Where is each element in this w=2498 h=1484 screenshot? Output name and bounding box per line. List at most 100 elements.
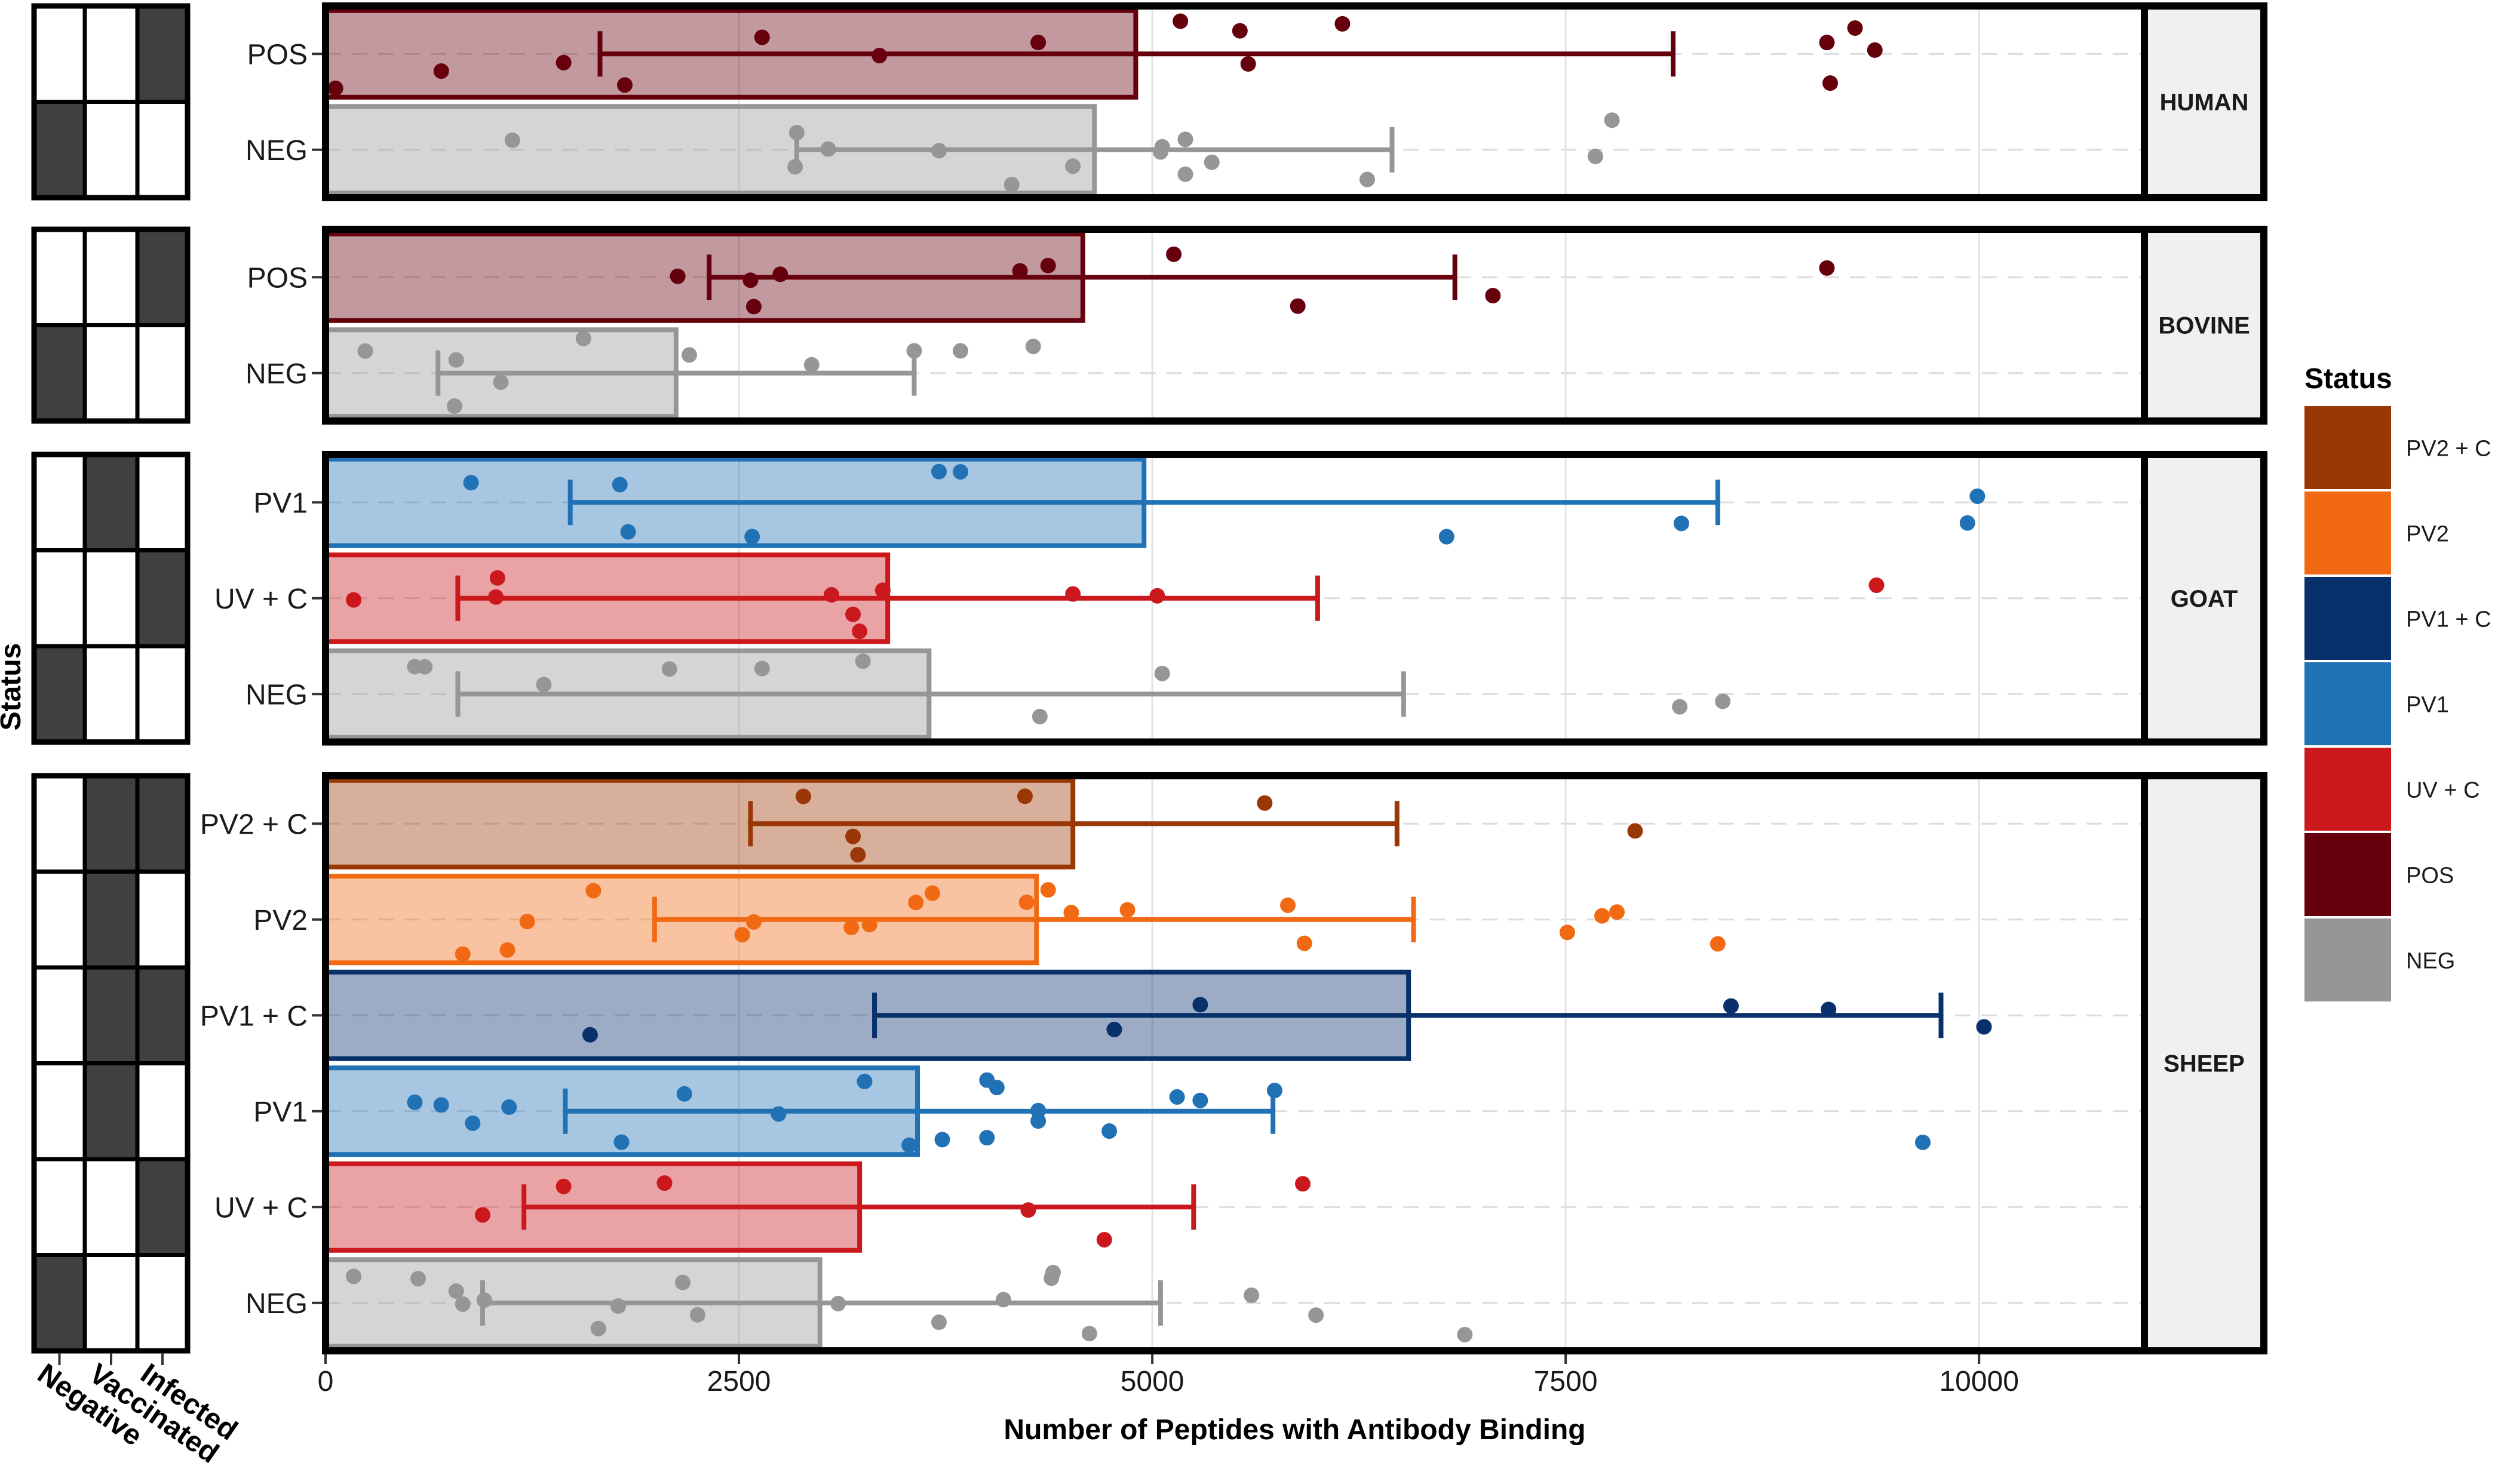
facet-label: GOAT	[2171, 586, 2238, 612]
data-point	[1819, 260, 1835, 276]
panel-bovine: POS NEG BOVINE	[245, 226, 2267, 425]
data-point	[1166, 246, 1182, 262]
matrix-cell	[32, 644, 87, 744]
data-point	[1976, 1019, 1992, 1035]
group-pos	[323, 8, 1883, 100]
data-point	[979, 1130, 995, 1146]
x-tick-label: 10000	[1939, 1366, 2018, 1397]
matrix-cell	[32, 4, 87, 104]
matrix-cell	[82, 548, 140, 649]
panel-goat: PV1 UV + C NEG GOAT	[214, 451, 2267, 746]
data-point	[744, 529, 760, 545]
matrix-cell	[82, 100, 140, 200]
matrix-cell	[82, 227, 140, 327]
matrix-cell	[135, 965, 190, 1065]
data-point	[1609, 904, 1625, 920]
y-tick-label: POS	[247, 262, 308, 294]
data-point	[952, 343, 968, 359]
group-neg	[323, 648, 1731, 740]
x-tick-label: 7500	[1534, 1366, 1598, 1397]
data-point	[1969, 488, 1985, 504]
data-point	[1025, 339, 1041, 355]
panel-sheep: PV2 + C PV2 PV1 + C PV1 UV + C NEG SHEEP	[200, 772, 2267, 1354]
panel-background	[326, 776, 2144, 1351]
data-point	[1101, 1123, 1118, 1139]
legend-label: UV + C	[2406, 778, 2480, 803]
data-point	[803, 357, 820, 373]
matrix-cell	[32, 100, 87, 200]
data-point	[845, 606, 861, 622]
data-point	[1359, 171, 1375, 188]
data-point	[1244, 1287, 1260, 1303]
data-point	[1294, 1176, 1311, 1192]
group-neg	[323, 1257, 1473, 1349]
panel-background	[326, 6, 2144, 198]
legend-key	[2304, 662, 2391, 745]
data-point	[1106, 1021, 1122, 1037]
matrix-cell	[135, 4, 190, 104]
data-point	[1063, 905, 1079, 921]
data-point	[620, 524, 636, 540]
group-pv1	[323, 456, 1985, 548]
matrix-cell	[82, 869, 140, 970]
data-point	[661, 661, 677, 677]
data-point	[433, 63, 449, 79]
matrix-cell	[135, 227, 190, 327]
data-point	[908, 895, 924, 911]
legend-key	[2304, 491, 2391, 574]
data-point	[1604, 112, 1620, 128]
facet-label: BOVINE	[2158, 313, 2250, 339]
matrix-cell	[32, 323, 87, 423]
data-point	[1154, 139, 1170, 155]
data-point	[1119, 902, 1136, 918]
matrix-cell	[135, 548, 190, 649]
data-point	[787, 159, 803, 175]
data-point	[788, 125, 805, 141]
data-point	[501, 1099, 517, 1115]
data-point	[742, 272, 759, 288]
data-point	[556, 54, 572, 70]
legend-key	[2304, 748, 2391, 831]
data-point	[582, 1027, 598, 1043]
data-point	[824, 587, 840, 603]
matrix-cell	[82, 1061, 140, 1162]
data-point	[465, 1115, 481, 1131]
panel-background	[326, 229, 2144, 421]
data-point	[1819, 35, 1835, 51]
data-point	[1308, 1307, 1324, 1323]
legend-label: PV1	[2406, 693, 2449, 718]
data-point	[1959, 515, 1975, 531]
data-point	[843, 920, 860, 936]
data-point	[455, 946, 471, 962]
y-tick-label: UV + C	[214, 1192, 308, 1224]
x-tick-label: 0	[318, 1366, 334, 1397]
matrix-cell	[135, 869, 190, 970]
data-point	[1867, 42, 1883, 58]
matrix-cell	[82, 773, 140, 874]
facet-strip	[2141, 451, 2267, 746]
matrix-cell	[135, 323, 190, 423]
data-point	[1821, 1001, 1837, 1018]
matrix-cell	[135, 773, 190, 874]
data-point	[1096, 1231, 1112, 1248]
facet-strip	[2141, 226, 2267, 425]
data-point	[852, 623, 868, 640]
legend-key	[2304, 577, 2391, 660]
data-point	[448, 352, 464, 368]
matrix-cell	[32, 773, 87, 874]
data-point	[590, 1320, 606, 1336]
data-point	[1847, 20, 1863, 36]
data-point	[857, 1073, 873, 1089]
data-point	[1192, 997, 1208, 1013]
legend-label: PV2	[2406, 522, 2449, 547]
data-point	[871, 48, 888, 64]
matrix-cell	[32, 869, 87, 970]
data-point	[1030, 1102, 1047, 1119]
matrix-border	[31, 773, 191, 1354]
data-point	[931, 1314, 947, 1331]
data-point	[1030, 35, 1047, 51]
matrix-cell	[135, 452, 190, 552]
data-point	[845, 828, 861, 844]
x-axis-title: Number of Peptides with Antibody Binding	[1004, 1414, 1585, 1446]
legend-title: Status	[2304, 363, 2392, 395]
